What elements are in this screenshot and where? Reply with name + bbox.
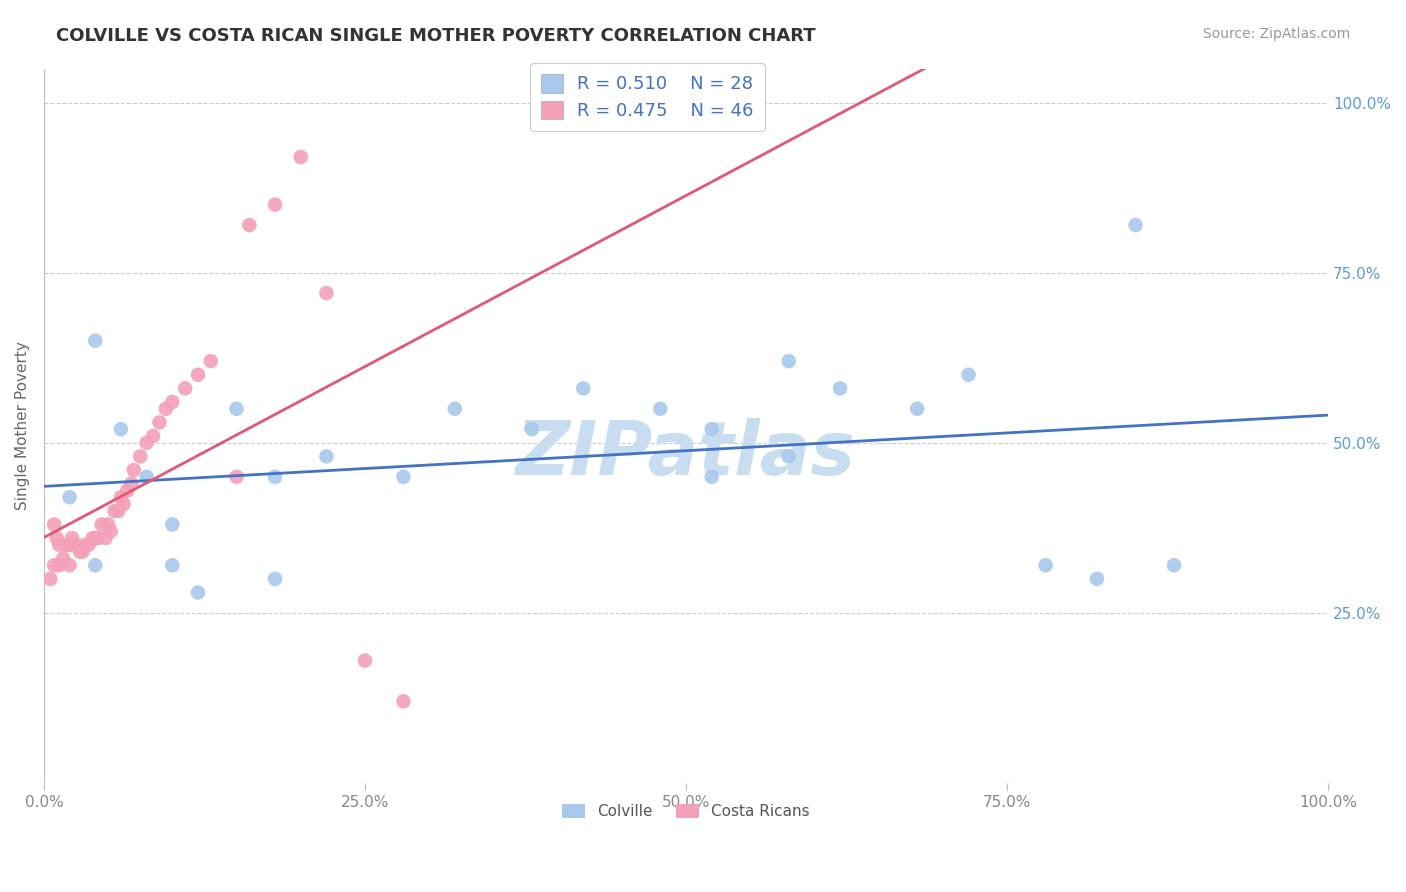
Point xyxy=(135,435,157,450)
Point xyxy=(444,401,467,416)
Point xyxy=(315,286,337,301)
Point xyxy=(225,401,247,416)
Point xyxy=(162,395,184,409)
Point xyxy=(1085,572,1108,586)
Point xyxy=(103,504,125,518)
Point xyxy=(44,517,66,532)
Point xyxy=(84,334,107,348)
Point xyxy=(392,694,415,708)
Point xyxy=(48,538,70,552)
Point xyxy=(174,381,197,395)
Point xyxy=(97,517,120,532)
Point xyxy=(187,585,209,599)
Point xyxy=(65,538,87,552)
Point xyxy=(187,368,209,382)
Point xyxy=(39,572,62,586)
Point xyxy=(354,654,377,668)
Point xyxy=(572,381,595,395)
Point xyxy=(112,497,135,511)
Point xyxy=(957,368,980,382)
Point xyxy=(135,470,157,484)
Point xyxy=(120,476,142,491)
Point xyxy=(48,558,70,573)
Point xyxy=(107,504,129,518)
Point xyxy=(72,544,94,558)
Text: COLVILLE VS COSTA RICAN SINGLE MOTHER POVERTY CORRELATION CHART: COLVILLE VS COSTA RICAN SINGLE MOTHER PO… xyxy=(56,27,815,45)
Point xyxy=(830,381,852,395)
Point xyxy=(73,538,96,552)
Point xyxy=(162,517,184,532)
Point xyxy=(200,354,222,368)
Point xyxy=(264,470,287,484)
Point xyxy=(238,218,260,232)
Point xyxy=(148,416,170,430)
Point xyxy=(44,558,66,573)
Point xyxy=(778,354,800,368)
Point xyxy=(1035,558,1057,573)
Point xyxy=(84,558,107,573)
Point xyxy=(700,470,723,484)
Point xyxy=(56,538,79,552)
Point xyxy=(1125,218,1147,232)
Point xyxy=(52,551,75,566)
Point xyxy=(162,558,184,573)
Point xyxy=(58,490,80,504)
Point xyxy=(155,401,177,416)
Point xyxy=(392,470,415,484)
Point xyxy=(58,558,80,573)
Point xyxy=(60,531,83,545)
Point xyxy=(100,524,122,539)
Point xyxy=(82,531,104,545)
Text: Source: ZipAtlas.com: Source: ZipAtlas.com xyxy=(1202,27,1350,41)
Point xyxy=(905,401,928,416)
Point xyxy=(77,538,100,552)
Point xyxy=(45,531,67,545)
Point xyxy=(117,483,139,498)
Legend: Colville, Costa Ricans: Colville, Costa Ricans xyxy=(557,798,815,825)
Point xyxy=(264,197,287,211)
Point xyxy=(315,450,337,464)
Point xyxy=(84,531,107,545)
Point xyxy=(142,429,165,443)
Y-axis label: Single Mother Poverty: Single Mother Poverty xyxy=(15,342,30,510)
Point xyxy=(225,470,247,484)
Point xyxy=(700,422,723,436)
Point xyxy=(110,490,132,504)
Point xyxy=(87,531,110,545)
Point xyxy=(650,401,672,416)
Point xyxy=(90,517,112,532)
Point xyxy=(520,422,543,436)
Point xyxy=(122,463,145,477)
Point xyxy=(778,450,800,464)
Point xyxy=(110,422,132,436)
Point xyxy=(58,538,80,552)
Point xyxy=(1163,558,1185,573)
Point xyxy=(129,450,152,464)
Point xyxy=(290,150,312,164)
Text: ZIPatlas: ZIPatlas xyxy=(516,417,856,491)
Point xyxy=(94,531,117,545)
Point xyxy=(264,572,287,586)
Point xyxy=(69,544,91,558)
